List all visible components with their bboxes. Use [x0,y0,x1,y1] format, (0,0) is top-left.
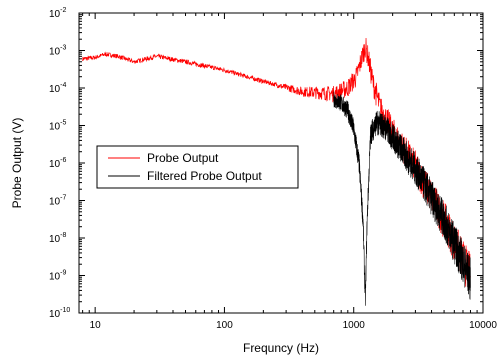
x-tick-label: 100 [216,320,233,331]
x-axis-ticks: 10 100 1000 10000 [82,13,497,331]
series-layer [82,37,471,306]
legend: Probe Output Filtered Probe Output [96,145,299,189]
x-axis-title: Frequncy (Hz) [243,341,319,355]
y-tick-label: 10-9 [49,270,66,283]
y-tick-label: 10-6 [49,157,66,170]
x-tick-label: 10 [90,320,102,331]
y-tick-label: 10-7 [49,195,66,208]
y-tick-label: 10-10 [49,307,70,320]
y-tick-label: 10-4 [49,82,66,95]
y-axis-title: Probe Output (V) [10,118,24,209]
legend-box [96,145,299,189]
legend-label-probe-output: Probe Output [147,151,219,165]
y-tick-label: 10-8 [49,232,66,245]
legend-label-filtered-probe-output: Filtered Probe Output [147,169,262,183]
x-tick-label: 10000 [469,320,497,331]
y-tick-label: 10-5 [49,120,66,133]
y-axis-ticks: 10-10 10-9 10-8 10-7 10-6 10-5 10-4 10-3 10-2 [49,7,483,320]
x-tick-label: 1000 [343,320,366,331]
y-tick-label: 10-3 [49,45,66,58]
series-line-filtered-probe-output [333,91,471,306]
y-tick-label: 10-2 [49,7,66,20]
